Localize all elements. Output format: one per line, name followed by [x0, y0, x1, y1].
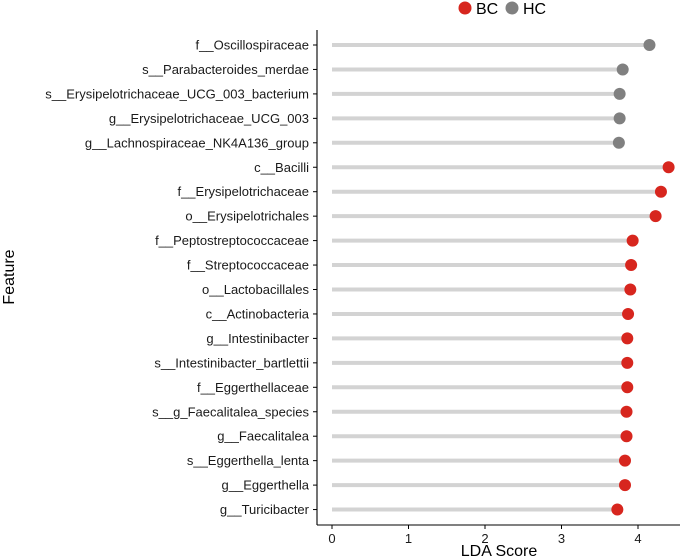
- y-tick-label-s-eggerthella-lenta: s__Eggerthella_lenta: [187, 453, 310, 468]
- point-f-eggerthellaceae[interactable]: [621, 381, 634, 394]
- point-g-turicibacter[interactable]: [611, 503, 624, 516]
- y-tick-label-f-eggerthellaceae: f__Eggerthellaceae: [197, 380, 309, 395]
- point-f-streptococcaceae[interactable]: [625, 259, 638, 272]
- point-s-eggerthella-lenta[interactable]: [618, 454, 631, 467]
- point-f-oscillospiraceae[interactable]: [643, 39, 656, 51]
- y-tick-label-g-erysipelotrichaceae-ucg-003: g__Erysipelotrichaceae_UCG_003: [109, 111, 309, 126]
- y-tick-label-f-streptococcaceae: f__Streptococcaceae: [187, 258, 309, 273]
- point-o-lactobacillales[interactable]: [624, 283, 637, 296]
- x-tick-label-2: 2: [481, 531, 488, 546]
- point-o-erysipelotrichales[interactable]: [649, 210, 662, 223]
- point-s-intestinibacter-bartlettii[interactable]: [621, 356, 634, 369]
- point-s-parabacteroides-merdae[interactable]: [616, 63, 629, 76]
- point-g-eggerthella[interactable]: [618, 479, 631, 492]
- y-tick-label-g-faecalitalea: g__Faecalitalea: [217, 429, 310, 444]
- point-g-lachnospiraceae-nk4a136-group[interactable]: [612, 136, 625, 149]
- y-axis-ticks: f__Oscillospiraceae s__Parabacteroides_me…: [45, 38, 317, 517]
- y-tick-label-c-actinobacteria: c__Actinobacteria: [206, 306, 310, 321]
- point-c-actinobacteria[interactable]: [622, 307, 635, 320]
- point-f-erysipelotrichaceae[interactable]: [654, 185, 667, 198]
- y-tick-label-c-bacilli: c__Bacilli: [254, 160, 309, 175]
- y-tick-label-f-oscillospiraceae: f__Oscillospiraceae: [196, 38, 309, 53]
- y-tick-label-g-intestinibacter: g__Intestinibacter: [206, 331, 309, 346]
- x-tick-label-1: 1: [405, 531, 412, 546]
- x-tick-label-0: 0: [328, 531, 335, 546]
- y-tick-label-s-g-faecalitalea-species: s__g_Faecalitalea_species: [152, 404, 309, 419]
- point-s-erysipelotrichaceae-ucg-003-bacterium[interactable]: [613, 87, 626, 100]
- y-tick-label-o-erysipelotrichales: o__Erysipelotrichales: [185, 209, 309, 224]
- y-tick-label-f-peptostreptococcaceae: f__Peptostreptococcaceae: [155, 233, 309, 248]
- point-g-faecalitalea[interactable]: [620, 430, 633, 443]
- point-f-peptostreptococcaceae[interactable]: [626, 234, 639, 247]
- point-s-g-faecalitalea-species[interactable]: [620, 405, 633, 418]
- y-tick-label-f-erysipelotrichaceae: f__Erysipelotrichaceae: [177, 184, 309, 199]
- x-tick-label-3: 3: [558, 531, 565, 546]
- y-tick-label-s-parabacteroides-merdae: s__Parabacteroides_merdae: [142, 62, 309, 77]
- point-c-bacilli[interactable]: [662, 161, 675, 174]
- point-g-erysipelotrichaceae-ucg-003[interactable]: [613, 112, 626, 125]
- y-tick-label-o-lactobacillales: o__Lactobacillales: [202, 282, 309, 297]
- x-axis-title: LDA Score: [461, 543, 538, 560]
- data-series: [332, 39, 675, 516]
- y-tick-label-s-erysipelotrichaceae-ucg-003-bacterium: s__Erysipelotrichaceae_UCG_003_bacterium: [45, 86, 309, 101]
- point-g-intestinibacter[interactable]: [621, 332, 634, 345]
- legend-label-hc[interactable]: HC: [523, 1, 546, 18]
- legend-marker-bc[interactable]: [458, 1, 472, 15]
- x-tick-label-4: 4: [634, 531, 641, 546]
- y-tick-label-g-lachnospiraceae-nk4a136-group: g__Lachnospiraceae_NK4A136_group: [85, 135, 309, 150]
- legend-label-bc[interactable]: BC: [476, 1, 498, 18]
- y-tick-label-s-intestinibacter-bartlettii: s__Intestinibacter_bartlettii: [154, 355, 309, 370]
- legend-marker-hc[interactable]: [505, 1, 519, 15]
- y-axis-title: Feature: [1, 249, 18, 304]
- legend: BC HC: [458, 1, 546, 18]
- y-tick-label-g-turicibacter: g__Turicibacter: [220, 502, 310, 517]
- x-axis-ticks: 0 1 2 3 4: [328, 525, 642, 546]
- y-tick-label-g-eggerthella: g__Eggerthella: [222, 478, 310, 493]
